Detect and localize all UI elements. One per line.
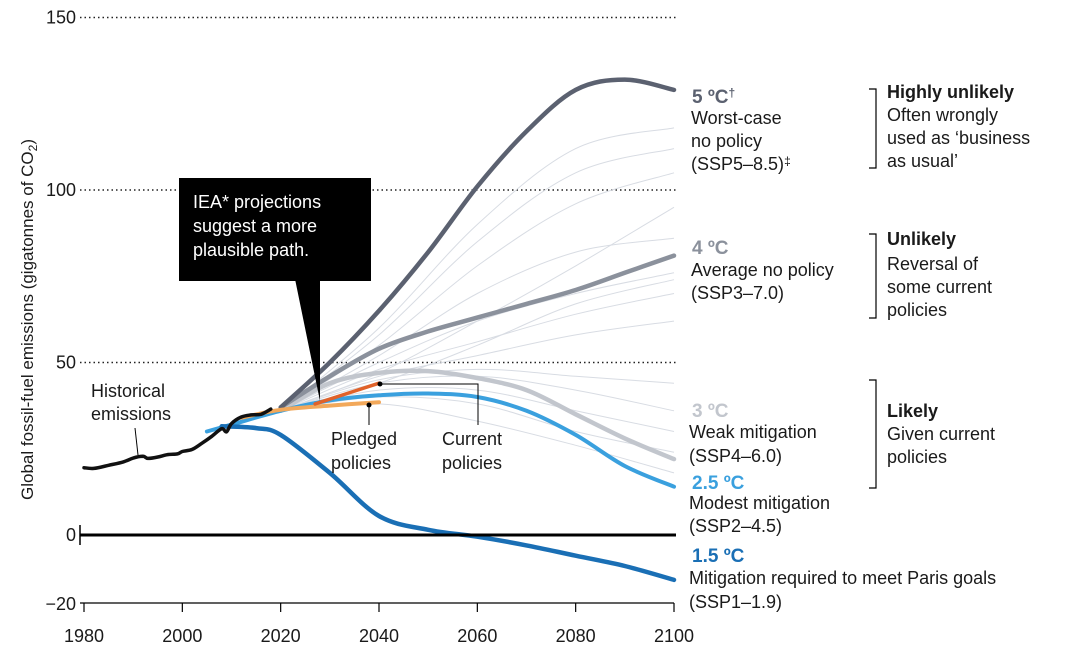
iea-callout-box: [179, 178, 371, 281]
reason-likely-line2: policies: [887, 447, 947, 467]
ensemble-line-5: [280, 293, 675, 412]
x-tick-label-2020: 2020: [261, 626, 301, 646]
x-tick-label-2000: 2000: [162, 626, 202, 646]
scenario-3c-line2: (SSP4–6.0): [689, 446, 782, 466]
series-line-ssp119: [219, 424, 677, 583]
pledged-leader-dot: [366, 402, 372, 408]
reason-highly-unlikely-line2: used as ‘business: [887, 128, 1030, 148]
scenario-2-5c-temp: 2.5 ºC: [692, 473, 745, 494]
series-line-current: [313, 381, 381, 406]
scenario-2-5c-line2: (SSP2–4.5): [689, 516, 782, 536]
x-tick-label-2040: 2040: [359, 626, 399, 646]
reason-unlikely-line1: Reversal of: [887, 254, 979, 274]
scenario-4c-line1: Average no policy: [691, 260, 834, 280]
scenario-2-5c-line1: Modest mitigation: [689, 493, 830, 513]
scenario-4c-line2: (SSP3–7.0): [691, 283, 784, 303]
scenario-5c-line3: (SSP5–8.5)‡: [691, 154, 791, 174]
historical-leader: [134, 427, 139, 456]
series-line-ssp460: [278, 368, 677, 462]
iea-callout-text-line2: suggest a more: [193, 216, 317, 236]
y-tick-label-0: 0: [66, 525, 76, 545]
scenario-1-5c-temp: 1.5 ºC: [692, 546, 745, 567]
annotations: Historical emissions Pledged policies Curren…: [91, 82, 1030, 612]
y-tick-label-150: 150: [46, 8, 76, 28]
bracket-highly-unlikely: [869, 88, 877, 169]
ensemble-line-3: [280, 237, 675, 412]
current-leader: [380, 383, 479, 425]
reason-unlikely-line3: policies: [887, 300, 947, 320]
ensemble-line-12: [280, 206, 675, 412]
x-tick-label-2060: 2060: [457, 626, 497, 646]
current-label-line2: policies: [442, 453, 502, 473]
current-label-line1: Current: [442, 429, 502, 449]
ensemble-line-7: [280, 368, 675, 412]
bracket-likely: [869, 379, 877, 489]
iea-callout-text-line3: plausible path.: [193, 240, 309, 260]
likelihood-likely: Likely: [887, 401, 938, 421]
scenario-5c-line1: Worst-case: [691, 108, 782, 128]
scenario-1-5c-line2: (SSP1–1.9): [689, 592, 782, 612]
likelihood-highly-unlikely: Highly unlikely: [887, 82, 1014, 102]
y-tick-label-50: 50: [56, 353, 76, 373]
pledged-label-line2: policies: [331, 453, 391, 473]
x-tick-label-2100: 2100: [654, 626, 694, 646]
pledged-label-line1: Pledged: [331, 429, 397, 449]
historical-label-line2: emissions: [91, 404, 171, 424]
y-tick-label-−20: −20: [45, 594, 76, 614]
scenario-4c-temp: 4 ºC: [692, 238, 729, 259]
scenario-5c-temp: 5 ºC†: [692, 86, 735, 108]
y-tick-label-100: 100: [46, 180, 76, 200]
reason-likely-line1: Given current: [887, 424, 995, 444]
reason-unlikely-line2: some current: [887, 277, 992, 297]
series-line-ssp245: [204, 391, 676, 489]
iea-callout-text-line1: IEA* projections: [193, 192, 321, 212]
series-line-historical: [82, 407, 273, 471]
series-lines: [82, 77, 677, 583]
scenario-1-5c-line1: Mitigation required to meet Paris goals: [689, 568, 996, 588]
scenario-3c-temp: 3 ºC: [692, 401, 729, 422]
series-line-ssp370: [278, 253, 677, 410]
x-tick-label-2080: 2080: [556, 626, 596, 646]
likelihood-unlikely: Unlikely: [887, 229, 956, 249]
current-leader-dot: [377, 381, 383, 387]
axes: 1980 2000 2020 2040 2060 2080 2100 150 100 50 0 −20…: [18, 8, 694, 647]
reason-highly-unlikely-line3: as usual’: [887, 151, 958, 171]
ensemble-line-0: [280, 127, 675, 412]
scenario-5c-line2: no policy: [691, 131, 762, 151]
historical-label-line1: Historical: [91, 381, 165, 401]
bracket-unlikely: [869, 233, 877, 319]
x-tick-label-1980: 1980: [64, 626, 104, 646]
reason-highly-unlikely-line1: Often wrongly: [887, 105, 998, 125]
scenario-3c-line1: Weak mitigation: [689, 422, 817, 442]
ensemble-line-1: [280, 148, 675, 412]
iea-callout-pointer: [295, 279, 320, 401]
series-line-ssp585: [278, 77, 677, 410]
y-axis-label: Global fossil-fuel emissions (gigatonnes…: [18, 139, 40, 500]
